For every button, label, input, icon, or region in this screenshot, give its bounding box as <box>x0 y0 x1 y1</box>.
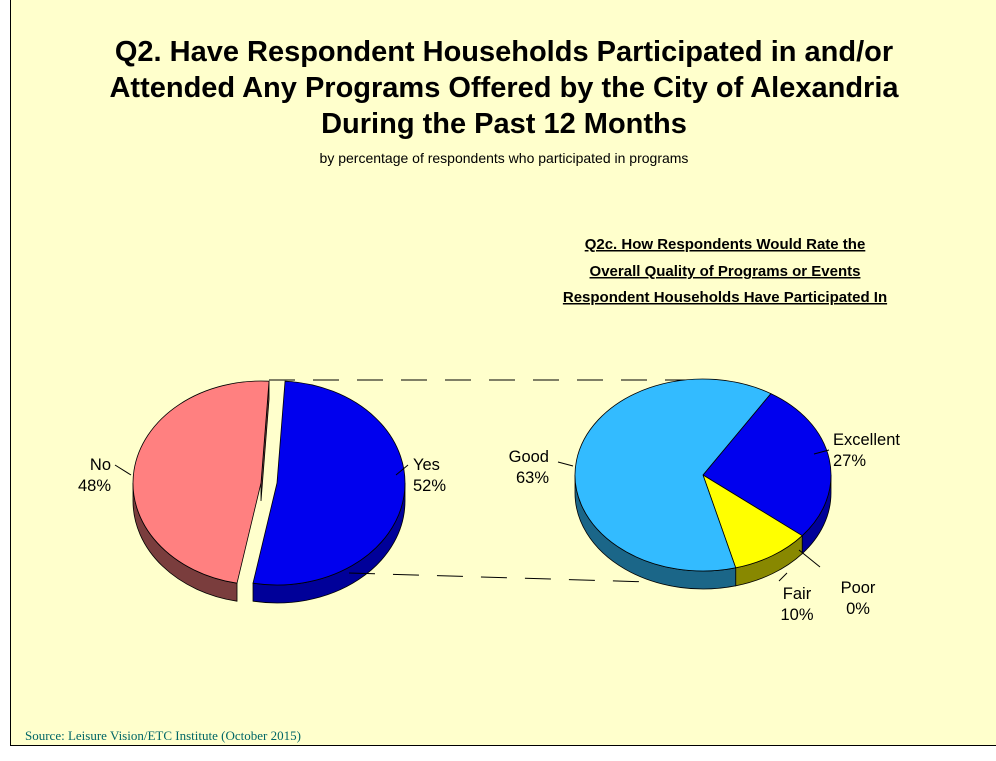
leader-line <box>114 464 132 476</box>
chart-title: Q2. Have Respondent Households Participa… <box>11 34 996 142</box>
source-note: Source: Leisure Vision/ETC Institute (Oc… <box>25 728 301 743</box>
pie-charts: Q2c. How Respondents Would Rate the Over… <box>78 236 900 624</box>
pie-slice-yes <box>252 380 406 586</box>
pie-slice-no <box>132 380 270 584</box>
label-fair: 10% <box>780 606 813 624</box>
label-fair: Fair <box>783 585 812 603</box>
title-line: Attended Any Programs Offered by the Cit… <box>109 72 899 104</box>
pie-slice-excellent <box>702 393 832 537</box>
leader-line <box>778 572 788 582</box>
label-yes: 52% <box>413 477 446 495</box>
quality-pie-title: Q2c. How Respondents Would Rate the <box>585 236 866 253</box>
connector-line <box>348 572 684 584</box>
participation-pie <box>132 380 406 604</box>
label-poor: 0% <box>846 600 870 618</box>
connector-lines <box>269 379 686 584</box>
quality-pie <box>574 378 832 590</box>
label-good: 63% <box>516 469 549 487</box>
chart-subtitle: by percentage of respondents who partici… <box>319 150 689 166</box>
label-excellent: Excellent <box>833 431 900 449</box>
label-yes: Yes <box>413 456 440 474</box>
chart-slide: Q2. Have Respondent Households Participa… <box>10 0 996 746</box>
leader-line <box>557 461 574 467</box>
leader-line <box>813 449 830 455</box>
quality-pie-title: Overall Quality of Programs or Events <box>590 263 861 280</box>
label-poor: Poor <box>841 579 876 597</box>
leader-line <box>798 549 821 568</box>
title-line: Q2. Have Respondent Households Participa… <box>114 36 894 68</box>
title-line: During the Past 12 Months <box>321 108 687 140</box>
pie-slice-good <box>574 378 772 572</box>
quality-pie-title: Respondent Households Have Participated … <box>563 289 887 306</box>
label-excellent: 27% <box>833 452 866 470</box>
leader-line <box>395 464 409 476</box>
label-good: Good <box>509 448 549 466</box>
label-no: 48% <box>78 477 111 495</box>
label-no: No <box>90 456 111 474</box>
